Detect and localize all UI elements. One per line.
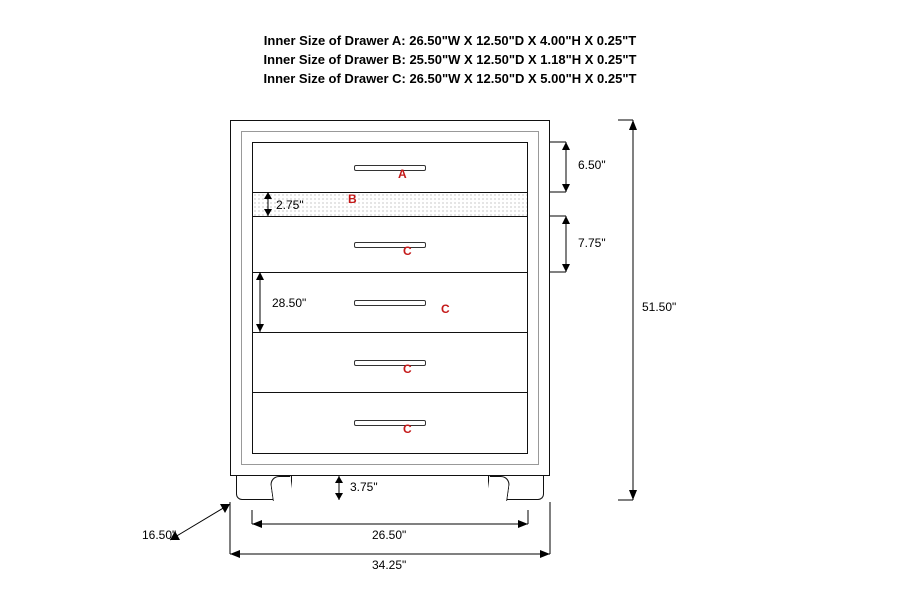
- dim-drawer-b-label: 2.75": [276, 198, 304, 212]
- drawer-handle: [354, 300, 426, 306]
- dim-total-height-label: 51.50": [642, 300, 676, 314]
- drawer-handle: [354, 420, 426, 426]
- drawer-c3: C: [253, 333, 527, 393]
- drawer-label: C: [403, 422, 412, 436]
- dim-total-w-label: 34.25": [372, 558, 406, 572]
- header-line-a: Inner Size of Drawer A: 26.50"W X 12.50"…: [0, 32, 900, 51]
- foot-right: [488, 476, 544, 500]
- drawer-c4: C: [253, 393, 527, 453]
- drawer-label: A: [398, 167, 407, 181]
- dim-drawer-c-label: 7.75": [578, 236, 606, 250]
- drawer-a: A: [253, 143, 527, 193]
- drawer-label: C: [403, 362, 412, 376]
- diagram: A B C C C C: [230, 120, 550, 500]
- drawer-label: C: [403, 244, 412, 258]
- dim-depth-label: 16.50": [142, 528, 176, 542]
- dim-foot-h-label: 3.75": [350, 480, 378, 494]
- dim-drawer-c: [558, 216, 574, 272]
- dim-foot-h: [332, 476, 346, 500]
- dim-depth: [160, 500, 240, 550]
- drawer-handle: [354, 242, 426, 248]
- drawer-handle: [354, 360, 426, 366]
- cabinet: A B C C C C: [230, 120, 550, 500]
- drawer-handle: [354, 165, 426, 171]
- header-block: Inner Size of Drawer A: 26.50"W X 12.50"…: [0, 32, 900, 89]
- dim-inner-width-num: 28.50": [272, 296, 306, 310]
- dim-drawer-b: [260, 192, 276, 216]
- drawer-label: B: [348, 192, 357, 206]
- header-line-c: Inner Size of Drawer C: 26.50"W X 12.50"…: [0, 70, 900, 89]
- header-line-b: Inner Size of Drawer B: 25.50"W X 12.50"…: [0, 51, 900, 70]
- feet: [230, 476, 550, 500]
- drawer-c1: C: [253, 217, 527, 273]
- dim-inner-width-tick: [253, 272, 267, 332]
- foot-left: [236, 476, 292, 500]
- dim-drawer-a: [558, 142, 574, 192]
- dim-drawer-a-label: 6.50": [578, 158, 606, 172]
- drawer-label: C: [441, 302, 450, 316]
